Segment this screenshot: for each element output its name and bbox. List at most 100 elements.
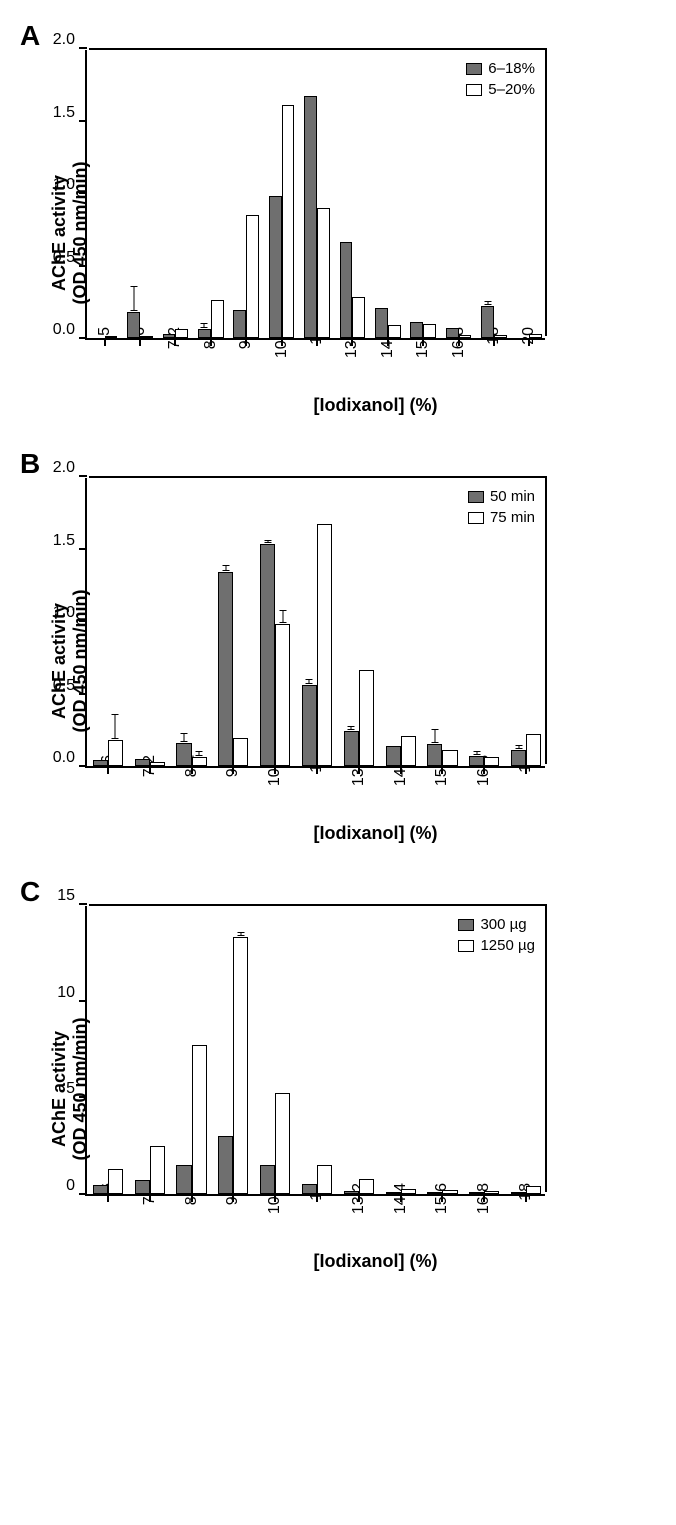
bar bbox=[211, 300, 224, 338]
y-tick bbox=[79, 765, 87, 767]
y-tick bbox=[79, 548, 87, 550]
bar bbox=[359, 670, 374, 766]
y-axis: 0.00.51.01.52.0 bbox=[79, 478, 87, 766]
bar bbox=[233, 937, 248, 1194]
bar bbox=[218, 572, 233, 766]
panel-a: A AChE activity (OD 450 nm/min) 6–18% 5–… bbox=[10, 20, 666, 416]
y-tick-label: 1.5 bbox=[53, 532, 75, 550]
figure: A AChE activity (OD 450 nm/min) 6–18% 5–… bbox=[10, 20, 666, 1272]
bar bbox=[93, 760, 108, 766]
y-tick-label: 1.0 bbox=[53, 604, 75, 622]
y-axis: 0.00.51.01.52.0 bbox=[79, 50, 87, 338]
bar bbox=[484, 1191, 499, 1194]
bar bbox=[176, 1165, 191, 1194]
bar bbox=[340, 242, 353, 338]
bar bbox=[469, 1192, 484, 1194]
plot-area-a: 6–18% 5–20% 0.00.51.01.52.0567.28.49.610… bbox=[85, 50, 545, 340]
bar bbox=[526, 734, 541, 766]
error-bar bbox=[115, 714, 116, 739]
bar bbox=[127, 312, 140, 338]
bar bbox=[176, 743, 191, 766]
y-tick bbox=[79, 120, 87, 122]
error-bar bbox=[434, 729, 435, 744]
bar bbox=[105, 336, 118, 338]
bar bbox=[260, 1165, 275, 1194]
chart-a: AChE activity (OD 450 nm/min) 6–18% 5–20… bbox=[85, 50, 666, 416]
error-bar bbox=[133, 286, 134, 311]
bar bbox=[344, 731, 359, 766]
y-tick-label: 10 bbox=[57, 984, 75, 1002]
bar bbox=[401, 736, 416, 766]
bar bbox=[275, 1093, 290, 1194]
y-tick bbox=[79, 693, 87, 695]
y-axis: 051015 bbox=[79, 906, 87, 1194]
bar bbox=[352, 297, 365, 338]
y-tick bbox=[79, 475, 87, 477]
bar bbox=[386, 746, 401, 766]
y-tick bbox=[79, 620, 87, 622]
bar bbox=[484, 757, 499, 766]
bar bbox=[526, 1186, 541, 1194]
error-bar bbox=[184, 733, 185, 742]
bar bbox=[494, 335, 507, 338]
bar bbox=[135, 1180, 150, 1194]
bar bbox=[108, 740, 123, 766]
bar bbox=[423, 324, 436, 339]
x-axis-title-a: [Iodixanol] (%) bbox=[85, 395, 666, 416]
bar bbox=[388, 325, 401, 338]
bar bbox=[410, 322, 423, 338]
error-bar bbox=[225, 565, 226, 571]
bar bbox=[198, 329, 211, 338]
bar bbox=[260, 544, 275, 766]
y-tick bbox=[79, 265, 87, 267]
bar bbox=[93, 1185, 108, 1194]
y-tick bbox=[79, 192, 87, 194]
y-tick bbox=[79, 1096, 87, 1098]
y-tick bbox=[79, 47, 87, 49]
y-tick-label: 0.5 bbox=[53, 249, 75, 267]
bar bbox=[427, 744, 442, 766]
error-bar bbox=[282, 610, 283, 623]
y-tick bbox=[79, 1193, 87, 1195]
bar bbox=[140, 336, 153, 338]
x-axis-title-c: [Iodixanol] (%) bbox=[85, 1251, 666, 1272]
bar bbox=[150, 762, 165, 766]
x-axis: 567.28.49.610.81213.214.415.616.81820 bbox=[87, 338, 545, 346]
bar bbox=[218, 1136, 233, 1194]
y-tick-label: 5 bbox=[66, 1080, 75, 1098]
bars-container bbox=[87, 906, 545, 1194]
bar bbox=[442, 750, 457, 766]
panel-label-a: A bbox=[20, 20, 40, 52]
bar bbox=[317, 1165, 332, 1194]
bar bbox=[427, 1192, 442, 1194]
bar bbox=[446, 328, 459, 338]
bar bbox=[233, 738, 248, 766]
error-bar bbox=[351, 726, 352, 730]
y-tick-label: 0.0 bbox=[53, 321, 75, 339]
error-bar bbox=[487, 301, 488, 305]
x-axis: 67.28.49.610.81213.214.415.616.818 bbox=[87, 766, 545, 774]
bar bbox=[108, 1169, 123, 1194]
error-bar bbox=[309, 679, 310, 683]
bar bbox=[233, 310, 246, 338]
plot-area-c: 300 µg 1250 µg 05101567.28.49.610.81213.… bbox=[85, 906, 545, 1196]
y-tick-label: 1.0 bbox=[53, 176, 75, 194]
error-bar bbox=[476, 751, 477, 755]
panel-label-b: B bbox=[20, 448, 40, 480]
y-tick-label: 2.0 bbox=[53, 459, 75, 477]
error-bar bbox=[267, 540, 268, 543]
bar bbox=[304, 96, 317, 338]
bar bbox=[269, 196, 282, 338]
bar bbox=[401, 1189, 416, 1194]
y-tick-label: 15 bbox=[57, 887, 75, 905]
error-bar bbox=[199, 751, 200, 757]
y-tick bbox=[79, 1000, 87, 1002]
y-tick-label: 0.5 bbox=[53, 677, 75, 695]
y-tick bbox=[79, 903, 87, 905]
bar bbox=[344, 1191, 359, 1194]
bar bbox=[282, 105, 295, 338]
bars-container bbox=[87, 478, 545, 766]
bar bbox=[481, 306, 494, 338]
bar bbox=[163, 334, 176, 338]
y-tick-label: 0 bbox=[66, 1177, 75, 1195]
